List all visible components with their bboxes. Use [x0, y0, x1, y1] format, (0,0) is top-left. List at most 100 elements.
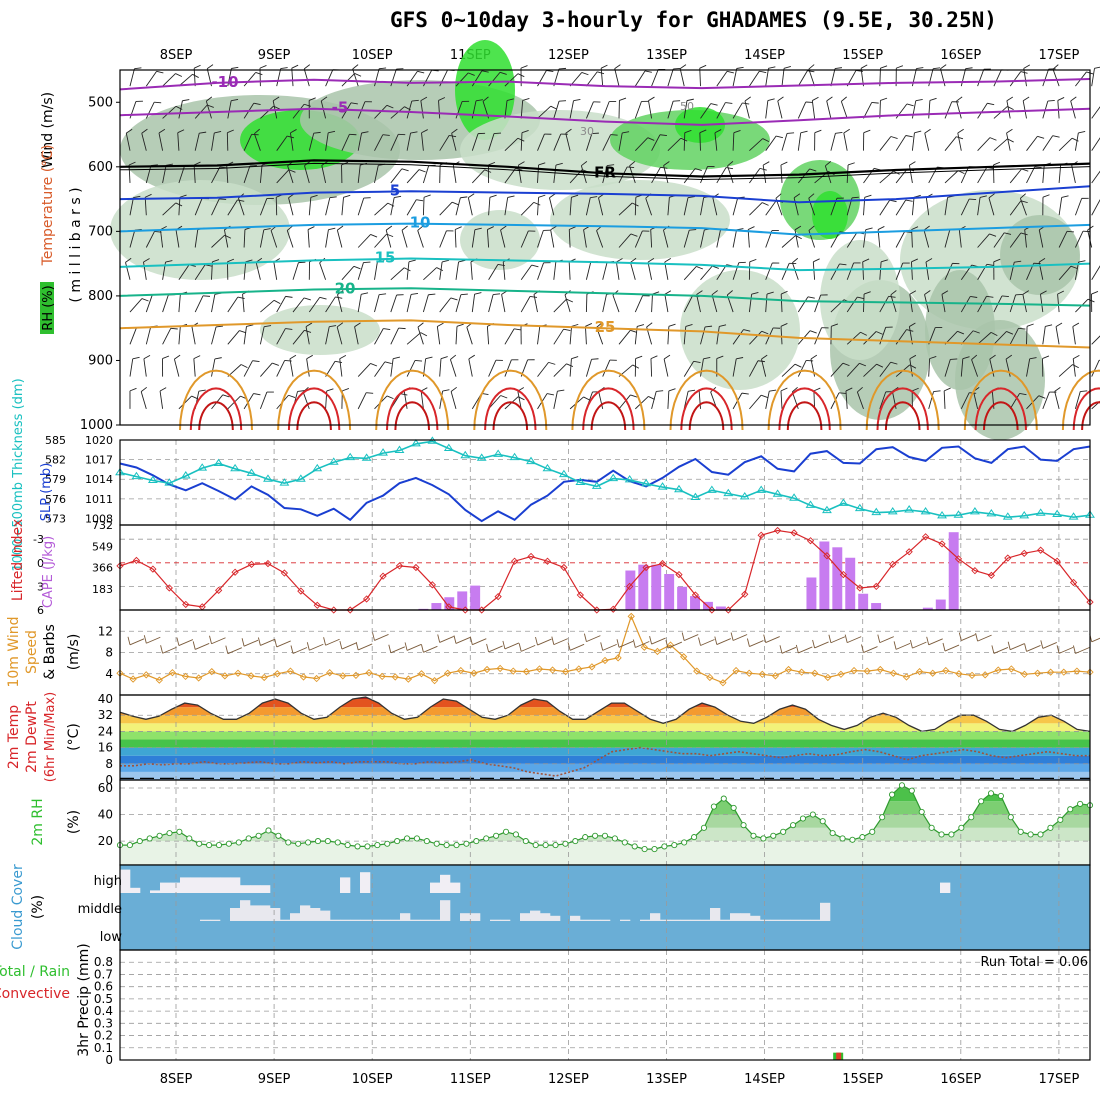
cloud-cell — [740, 913, 750, 921]
surface-wind-barb — [423, 646, 437, 652]
surface-wind-barb-flag — [487, 644, 489, 652]
wind-axis-label: 10m Wind — [6, 616, 22, 687]
cloud-cell — [730, 913, 740, 921]
cloud-cell — [670, 920, 680, 921]
rh-marker — [355, 844, 360, 849]
date-tick-label: 10SEP — [352, 1072, 393, 1087]
date-tick-label: 17SEP — [1038, 1072, 1079, 1087]
surface-wind-barb-flag — [275, 639, 277, 647]
cloud-cell — [810, 920, 820, 921]
cape-bar — [806, 577, 816, 610]
cloud-cell — [380, 920, 390, 921]
cloud-cell — [200, 920, 210, 921]
wind-barb-flag — [835, 68, 842, 69]
wind-barb-flag — [231, 67, 238, 68]
date-tick-label: 14SEP — [744, 1072, 785, 1087]
wind-barb-flag — [592, 359, 599, 360]
rh-marker — [731, 805, 736, 810]
cape-bar — [936, 600, 946, 610]
cape-tick-label: 732 — [92, 519, 113, 532]
date-tick-label: 9SEP — [258, 1072, 291, 1087]
cloud-cell — [210, 920, 220, 921]
surface-wind-barb — [407, 644, 421, 650]
cape-bar — [845, 558, 855, 610]
cloud-cell — [710, 908, 720, 921]
thickness-marker — [971, 508, 979, 514]
cloud-cell — [360, 920, 370, 921]
rh-marker — [553, 842, 558, 847]
y-tick-label: 500 — [88, 95, 113, 110]
temp-tick-label: 16 — [98, 741, 113, 755]
rh-marker — [286, 840, 291, 845]
chart-title: GFS 0~10day 3-hourly for GHADAMES (9.5E,… — [390, 8, 997, 32]
surface-wind-barb-flag — [813, 640, 815, 648]
rh-marker — [147, 836, 152, 841]
rh-axis-label: 2m RH — [30, 798, 46, 845]
rh-marker — [137, 838, 142, 843]
temp-tick-label: 32 — [98, 708, 113, 722]
surface-wind-barb — [375, 634, 389, 640]
rh-marker — [959, 825, 964, 830]
wind-barb-flag — [784, 66, 791, 68]
surface-wind-barb-flag — [862, 645, 864, 653]
rh-marker — [573, 838, 578, 843]
cloud-cell — [130, 888, 140, 893]
date-tick-label: 16SEP — [940, 48, 981, 63]
cloud-cell — [760, 920, 770, 921]
wind-barb-flag — [806, 360, 813, 361]
wind-barb-flag — [615, 65, 621, 69]
rh-contour-label: 30 — [580, 125, 594, 138]
date-tick-label: 13SEP — [646, 1072, 687, 1087]
wind-barb-flag — [281, 68, 288, 69]
surface-wind-barb — [489, 646, 503, 652]
surface-wind-barb — [961, 635, 975, 641]
rh-marker — [850, 837, 855, 842]
rh-marker — [682, 840, 687, 845]
rh-marker — [503, 829, 508, 834]
rh-marker — [563, 841, 568, 846]
surface-wind-barb — [603, 644, 617, 650]
surface-wind-barb — [1092, 636, 1100, 642]
slp-tick-label: 1017 — [85, 454, 113, 467]
thickness-marker — [757, 486, 765, 492]
surface-wind-barb-flag — [699, 638, 701, 646]
precip-convective-bar — [836, 1053, 841, 1060]
wind-barb-flag — [134, 68, 141, 69]
precip-convective-label: Convective — [0, 986, 70, 1002]
date-tick-label: 16SEP — [940, 1072, 981, 1087]
surface-wind-barb — [1027, 645, 1041, 651]
wind-barb-flag — [700, 65, 706, 68]
cloud-cell — [580, 920, 590, 921]
cape-bar — [871, 603, 881, 610]
rh-marker — [929, 825, 934, 830]
isotherm-label: -5 — [332, 99, 349, 117]
top-date-axis: 8SEP9SEP10SEP11SEP12SEP13SEP14SEP15SEP16… — [160, 48, 1080, 63]
wind-barb-flag — [154, 102, 161, 103]
surface-wind-barb-flag — [421, 644, 423, 652]
rh-marker — [335, 840, 340, 845]
date-tick-label: 14SEP — [744, 48, 785, 63]
rh-marker — [840, 836, 845, 841]
surface-wind-barb — [456, 637, 470, 643]
wind-barb-flag — [680, 65, 686, 69]
wind-barb-flag — [379, 68, 386, 69]
wind-barb — [1092, 264, 1100, 279]
surface-wind-barb-flag — [177, 638, 179, 646]
rh-marker — [1028, 832, 1033, 837]
surface-wind-barb — [570, 644, 584, 650]
surface-wind-barb — [586, 636, 600, 642]
date-tick-label: 12SEP — [548, 48, 589, 63]
cloud-cell — [800, 920, 810, 921]
wind-barb-flag — [428, 294, 435, 295]
rh-marker — [197, 841, 202, 846]
rh-marker — [612, 836, 617, 841]
rh-marker — [167, 831, 172, 836]
surface-wind-barb-flag — [910, 640, 912, 648]
rh-marker — [1048, 825, 1053, 830]
surface-wind-barb-flag — [731, 633, 733, 641]
cloud-cell — [780, 920, 790, 921]
rh-marker — [810, 812, 815, 817]
